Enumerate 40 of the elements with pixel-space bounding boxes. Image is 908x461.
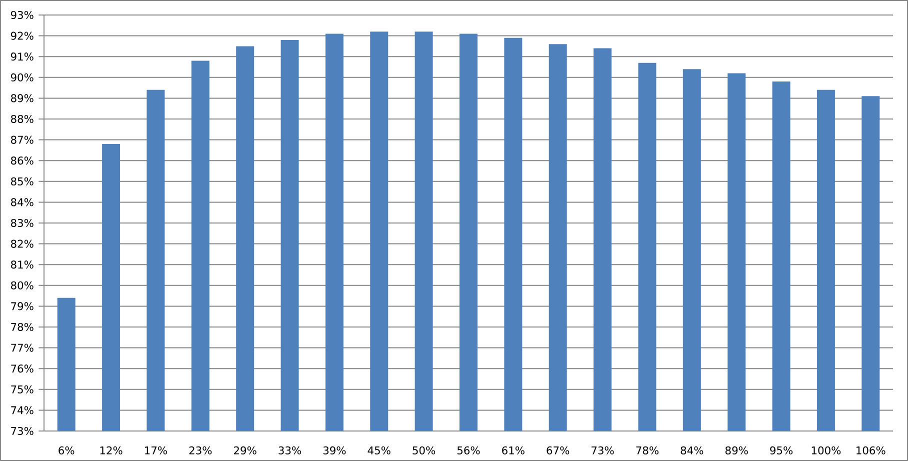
y-tick-label: 82% (10, 240, 34, 248)
y-tick-label: 90% (10, 73, 34, 82)
x-tick-label: 45% (368, 446, 390, 454)
y-tick-label: 75% (11, 385, 34, 394)
x-tick-label: 17% (145, 446, 167, 454)
x-tick-label: 73% (592, 446, 614, 454)
y-tick-label: 73% (11, 426, 34, 436)
y-tick-label: 91% (10, 52, 34, 61)
x-tick-label: 67% (546, 446, 570, 454)
y-tick-label: 84% (10, 198, 34, 206)
x-tick-label: 78% (636, 446, 658, 454)
y-tick-label: 74% (11, 406, 34, 414)
x-tick-label: 84% (680, 446, 704, 454)
x-tick-label: 50% (412, 446, 436, 454)
y-tick-label: 92% (10, 32, 34, 40)
y-tick-label: 83% (10, 218, 34, 228)
y-tick-label: 77% (11, 344, 34, 352)
x-tick-label: 61% (502, 446, 524, 454)
y-tick-label: 80% (10, 281, 34, 290)
x-tick-label: 89% (725, 446, 748, 454)
x-tick-label: 12% (100, 446, 122, 454)
y-tick-label: 86% (10, 156, 34, 165)
y-tick-label: 88% (10, 114, 34, 124)
y-tick-label: 85% (10, 177, 34, 186)
y-tick-label: 78% (11, 322, 34, 332)
y-tick-label: 93% (10, 10, 34, 20)
x-tick-label: 23% (189, 446, 212, 454)
x-tick-label: 106% (856, 446, 886, 454)
y-tick-label: 89% (10, 94, 34, 102)
y-tick-label: 76% (11, 364, 34, 373)
x-tick-label: 39% (323, 446, 346, 454)
x-tick-label: 100% (812, 446, 841, 454)
x-tick-label: 56% (457, 446, 480, 454)
x-tick-label: 33% (278, 446, 302, 454)
x-tick-label: 95% (770, 446, 793, 454)
x-tick-label: 29% (234, 446, 256, 454)
y-tick-label: 81% (10, 260, 34, 269)
y-tick-label: 79% (11, 302, 34, 310)
y-tick-label: 87% (10, 136, 34, 144)
x-tick-label: 6% (58, 446, 74, 454)
